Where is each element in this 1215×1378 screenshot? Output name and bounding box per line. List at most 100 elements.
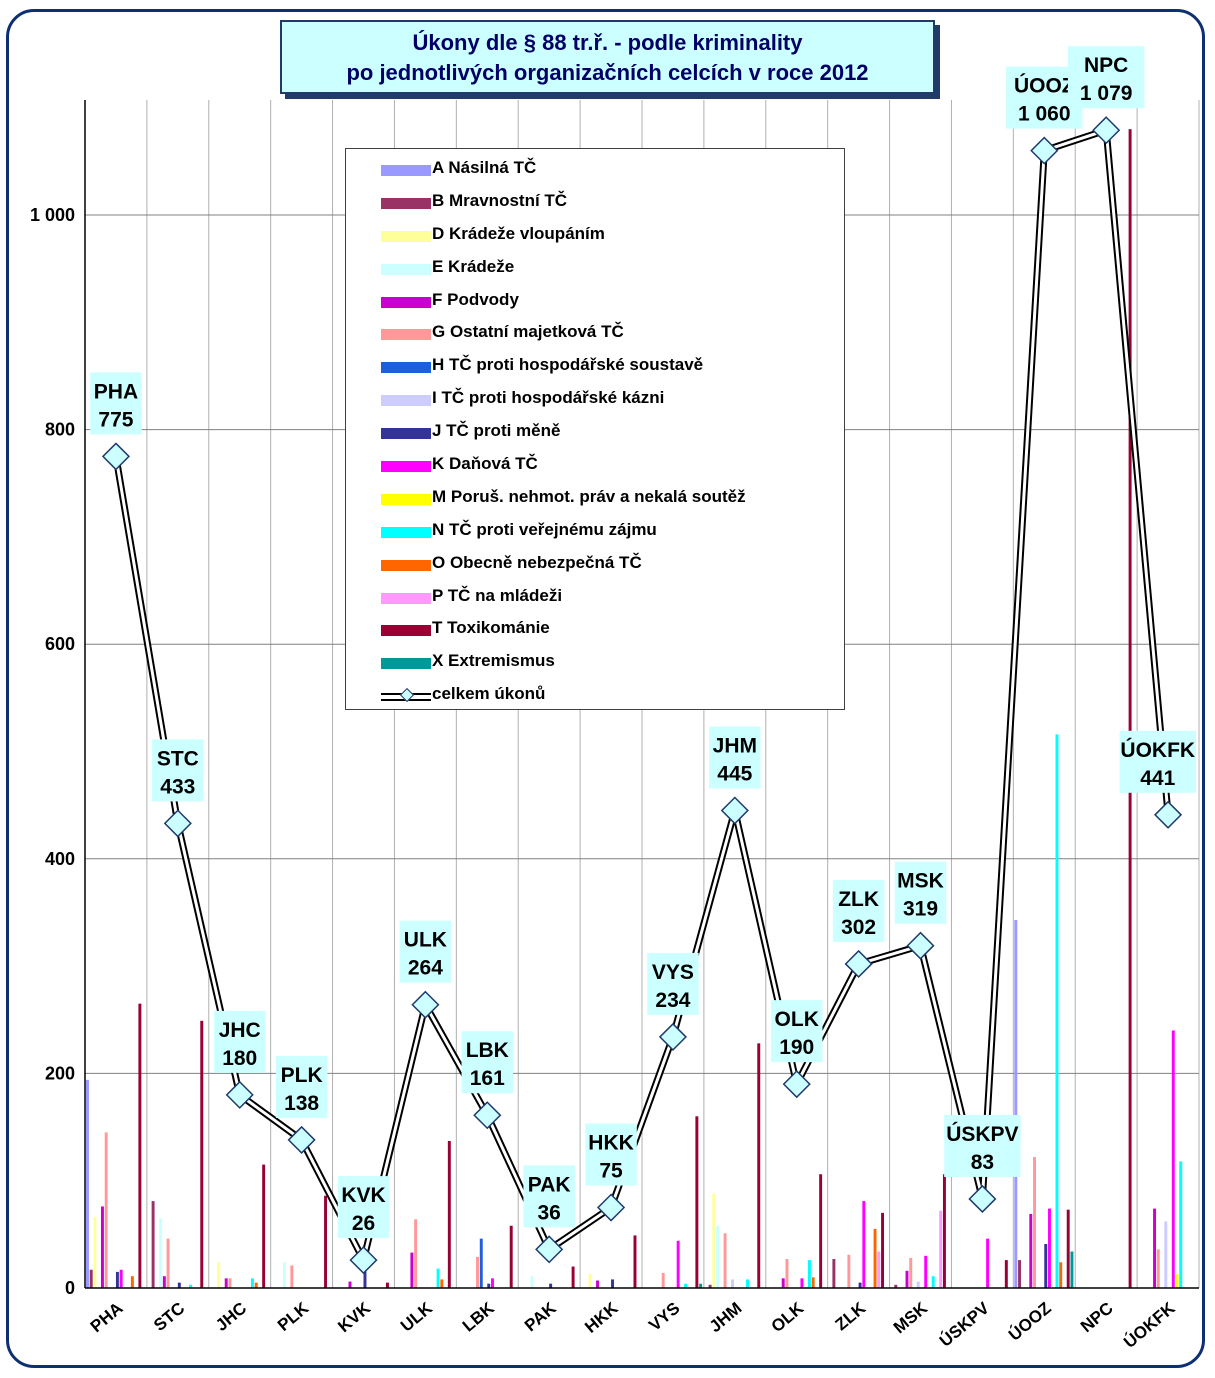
legend-item: A Násilná TČ: [346, 155, 844, 188]
total-marker: [101, 442, 131, 471]
total-label-value: 445: [717, 763, 752, 786]
total-marker: [1092, 116, 1121, 145]
legend-swatch: [381, 559, 431, 571]
bar: [324, 1195, 328, 1288]
bar: [177, 1282, 181, 1288]
total-label-value: 138: [284, 1092, 319, 1115]
bar: [1055, 734, 1059, 1288]
total-label-value: 1 060: [1018, 103, 1071, 126]
legend-label: F Podvody: [432, 289, 519, 309]
total-marker: [906, 931, 935, 960]
legend-swatch: [381, 625, 431, 637]
legend-label: D Krádeže vloupáním: [432, 223, 605, 243]
total-label-category: ÚOKFK: [1120, 738, 1195, 762]
total-label-category: JHM: [713, 735, 757, 758]
total-label-value: 75: [599, 1160, 623, 1183]
x-tick-label: JHC: [212, 1299, 250, 1335]
x-tick-label: KVK: [334, 1298, 374, 1336]
chart-title: Úkony dle § 88 tr.ř. - podle kriminality…: [280, 20, 935, 94]
total-label-box: [152, 739, 204, 802]
total-label-category: ZLK: [838, 888, 879, 911]
legend-label: celkem úkonů: [432, 684, 546, 704]
legend-item: D Krádeže vloupáním: [346, 221, 844, 254]
bar: [447, 1140, 451, 1288]
total-label-value: 26: [352, 1212, 375, 1235]
bar: [410, 1252, 414, 1288]
bar: [509, 1225, 513, 1288]
bar: [877, 1251, 881, 1288]
legend-item: P TČ na mládeži: [346, 583, 844, 616]
bar: [130, 1276, 134, 1288]
bar: [100, 1206, 104, 1288]
total-label-value: 180: [222, 1047, 257, 1070]
total-line-inner: [114, 128, 1170, 1265]
y-tick-label: 600: [45, 634, 75, 654]
bar: [708, 1284, 712, 1288]
total-label-value: 36: [537, 1201, 560, 1224]
total-marker: [844, 949, 873, 979]
bar: [104, 1132, 108, 1288]
total-label-box: [894, 861, 947, 924]
legend-item: O Obecně nebezpečná TČ: [346, 550, 844, 583]
total-label-value: 161: [470, 1067, 505, 1090]
bar: [200, 1020, 204, 1288]
total-marker: [1153, 800, 1183, 829]
x-tick-label: PLK: [274, 1298, 313, 1335]
total-label-value: 234: [655, 989, 690, 1012]
bars-layer: [86, 129, 1183, 1288]
total-label-value: 302: [841, 916, 876, 939]
bar: [159, 1218, 163, 1288]
bar: [905, 1270, 909, 1288]
bar: [440, 1279, 444, 1288]
bar: [89, 1269, 93, 1288]
total-marker: [349, 1246, 378, 1275]
bar: [1048, 1208, 1051, 1288]
bar: [571, 1266, 575, 1288]
bar: [881, 1212, 885, 1288]
bar: [847, 1254, 851, 1288]
total-label-box: [585, 1123, 637, 1186]
legend-label: K Daňová TČ: [432, 454, 538, 474]
total-label-value: 1 079: [1080, 82, 1133, 105]
legend-label: H TČ proti hospodářské soustavě: [432, 355, 704, 375]
bar: [282, 1262, 286, 1288]
legend-swatch: [381, 263, 431, 275]
bar: [476, 1256, 479, 1288]
total-label-box: [1119, 730, 1196, 793]
bar: [676, 1240, 680, 1288]
legend-item: H TČ proti hospodářské soustavě: [346, 352, 844, 385]
total-marker: [535, 1235, 564, 1264]
legend-label: I TČ proti hospodářské kázni: [432, 388, 665, 408]
bar: [731, 1279, 735, 1288]
bar: [151, 1201, 155, 1288]
y-axis: 0 200 400 600 800 1 000: [30, 100, 86, 1298]
bar: [894, 1284, 898, 1288]
legend-label: G Ostatní majetková TČ: [432, 322, 624, 342]
total-marker: [473, 1101, 502, 1130]
legend-label: E Krádeže: [432, 256, 515, 276]
legend-swatch: [381, 493, 431, 505]
total-line-layer: [101, 116, 1183, 1275]
total-label-box: [275, 1055, 328, 1118]
y-tick-label: 200: [45, 1063, 75, 1083]
bar: [1164, 1221, 1168, 1288]
total-marker: [287, 1125, 316, 1154]
legend-swatch: [381, 395, 431, 407]
bar: [479, 1238, 483, 1288]
legend-item: I TČ proti hospodářské kázni: [346, 385, 844, 418]
bar: [807, 1260, 811, 1288]
total-label-box: [523, 1165, 575, 1228]
total-label-box: [832, 879, 885, 942]
legend-label: N TČ proti veřejnému zájmu: [432, 519, 657, 539]
bar: [1128, 129, 1132, 1288]
legend-item-total: celkem úkonů: [346, 681, 844, 714]
bar: [1070, 1251, 1074, 1288]
bar: [119, 1269, 123, 1288]
bar: [385, 1282, 389, 1288]
x-tick-label: ÚOOZ: [1005, 1299, 1055, 1345]
total-marker: [411, 990, 440, 1019]
legend-swatch: [381, 362, 431, 374]
total-label-value: 264: [408, 957, 443, 980]
total-label-box: [709, 726, 761, 789]
legend-item: X Extremismus: [346, 648, 844, 681]
